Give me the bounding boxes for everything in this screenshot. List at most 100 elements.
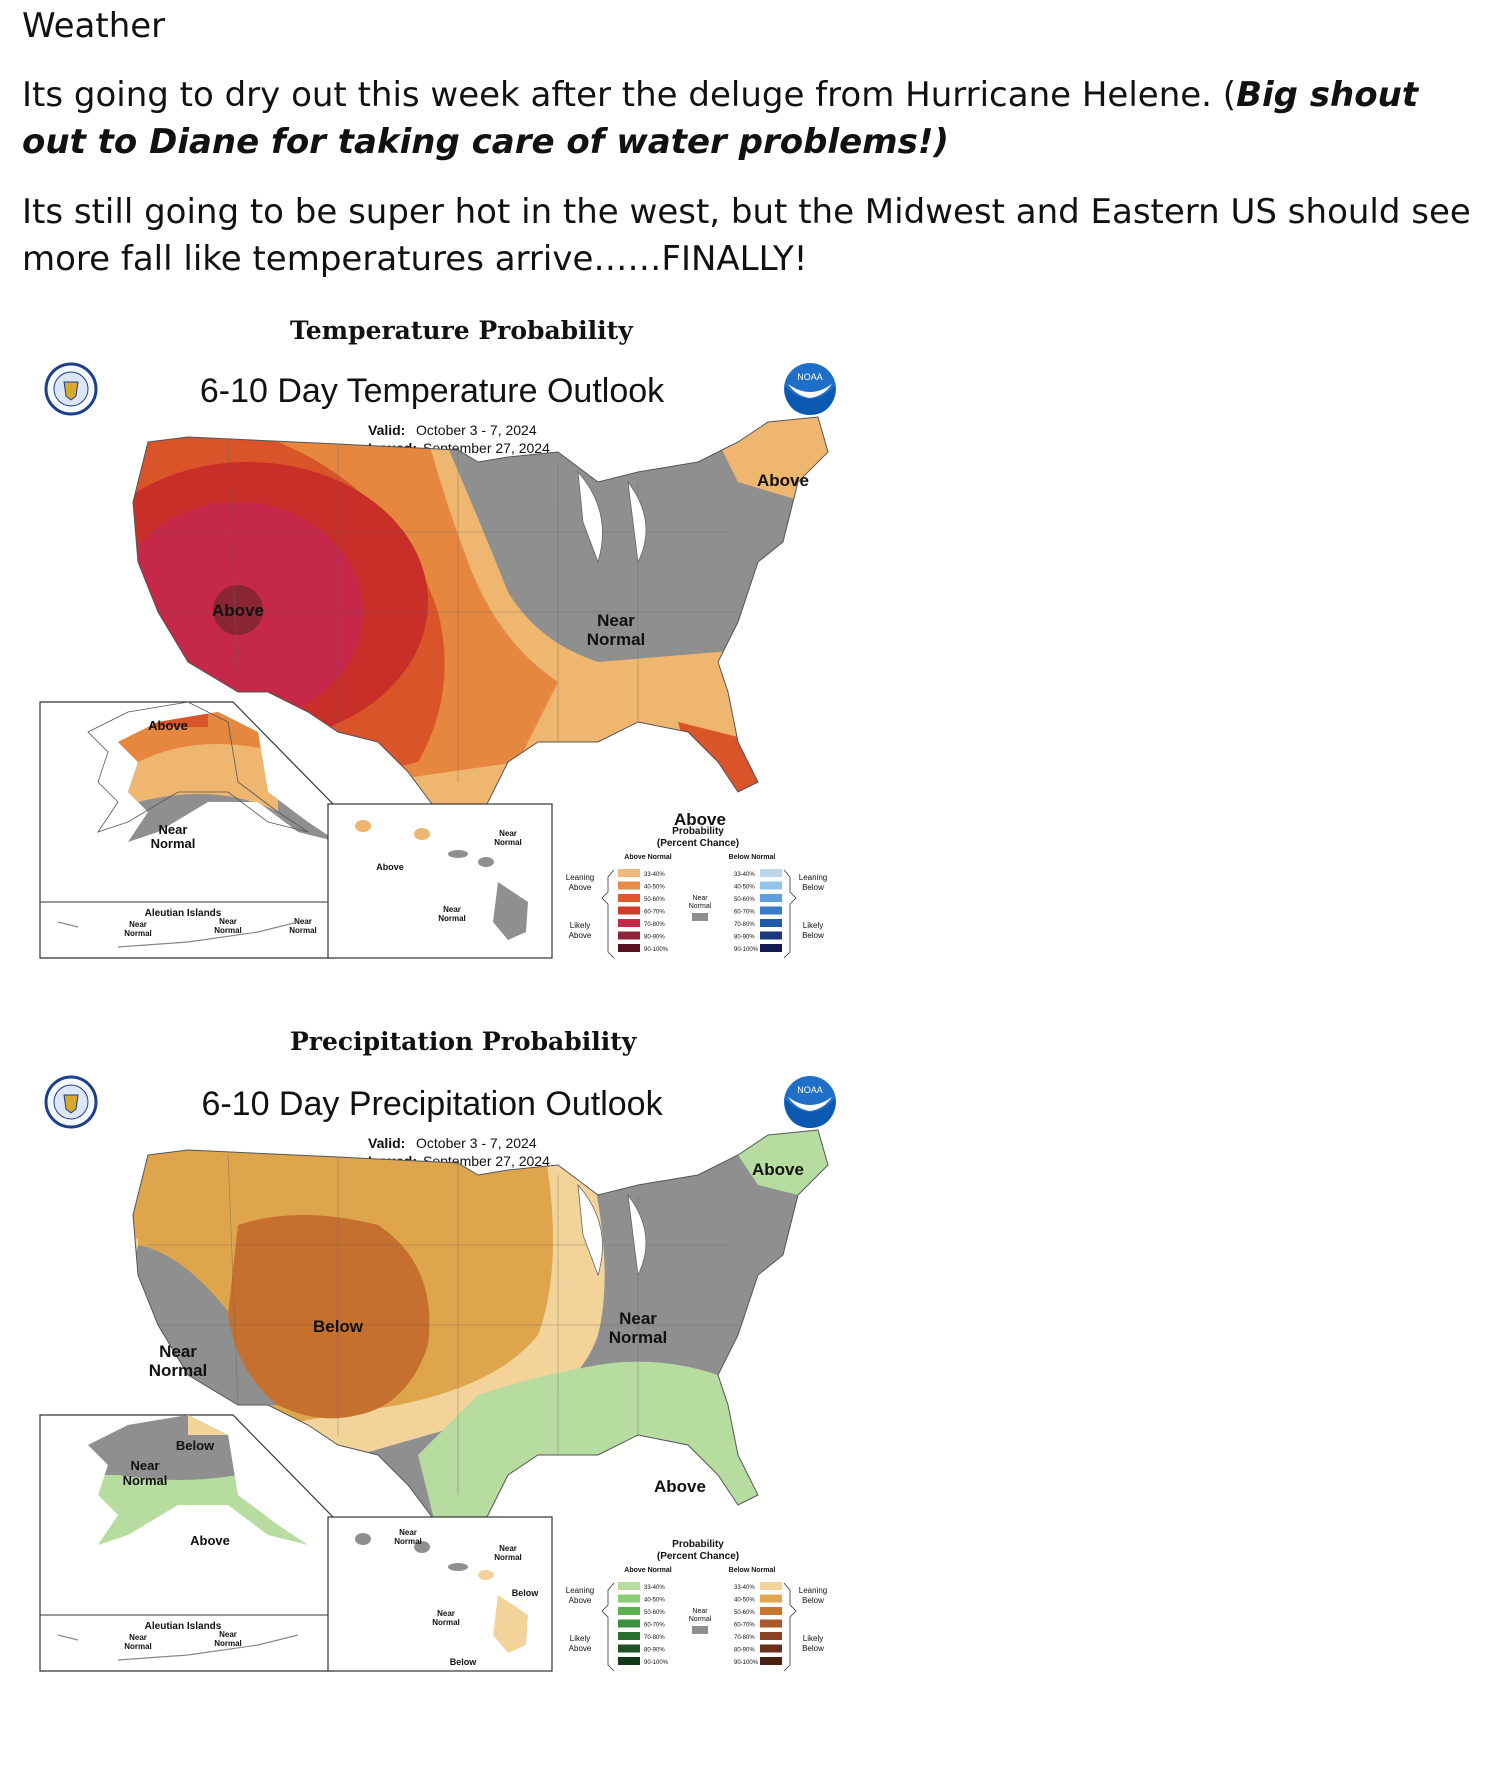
al-normal-3: Normal [289, 926, 317, 935]
precipitation-outlook-map: NOAA 6-10 Day Precipitation Outlook Vali… [38, 1075, 848, 1760]
al-near-1: Near [129, 1633, 147, 1642]
al-near-2: Near [219, 1630, 237, 1639]
label-above-southwest: Above [212, 601, 264, 620]
legend-swatch-left-6 [618, 944, 640, 952]
hi-near-4: Normal [494, 1553, 522, 1562]
legend-swatch-left-6 [618, 1657, 640, 1665]
label-ak-above: Above [190, 1533, 230, 1548]
legend-leaning-below-1: Leaning [799, 1586, 827, 1595]
label-ak-below: Below [176, 1438, 215, 1453]
temperature-map-title: 6-10 Day Temperature Outlook [200, 372, 665, 410]
legend-swatch-left-1 [618, 881, 640, 890]
valid-dates: October 3 - 7, 2024 [416, 422, 537, 438]
legend-swatch-left-5 [618, 931, 640, 940]
legend-near-1: Near [692, 1608, 708, 1615]
legend-leaning-below-2: Below [802, 883, 824, 892]
legend-swatch-right-4 [760, 1632, 782, 1640]
legend-bin-right-3: 60-70% [734, 910, 755, 916]
legend-swatch-left-4 [618, 1632, 640, 1640]
legend-bin-right-0: 33-40% [734, 1585, 755, 1591]
legend-swatch-right-2 [760, 894, 782, 902]
temperature-legend: Probability (Percent Chance) Above Norma… [566, 826, 827, 959]
hi-near-1: Near [399, 1528, 417, 1537]
label-above-northeast: Above [752, 1160, 804, 1179]
commerce-seal-icon [44, 362, 98, 416]
legend-right-head: Below Normal [729, 854, 776, 861]
legend-bin-left-6: 90-100% [644, 1660, 669, 1666]
label-ak-above: Above [148, 718, 188, 733]
aleutian-islands-label: Aleutian Islands [145, 908, 222, 919]
hi-near-1: Near [499, 829, 517, 838]
al-near-1: Near [129, 920, 147, 929]
paragraph-helene-text: Its going to dry out this week after the… [22, 75, 1237, 115]
legend-bin-right-5: 80-90% [734, 1648, 755, 1654]
al-normal-2: Normal [214, 926, 242, 935]
legend-swatch-right-0 [760, 869, 782, 877]
legend-bin-right-5: 80-90% [734, 935, 755, 941]
svg-text:NOAA: NOAA [797, 372, 823, 382]
hi-near-5: Near [437, 1609, 455, 1618]
legend-leaning-above-1: Leaning [566, 873, 594, 882]
legend-bin-left-3: 60-70% [644, 910, 665, 916]
alaska-inset: Above Near Normal Aleutian Islands Near … [39, 701, 338, 959]
legend-left-head: Above Normal [624, 854, 672, 861]
legend-swatch-right-6 [760, 944, 782, 952]
legend-bin-right-4: 70-80% [734, 922, 755, 928]
label-near-1: Near [597, 611, 635, 630]
alaska-inset: Below Near Normal Above Aleutian Islands… [39, 1414, 334, 1672]
hi-below-2: Below [450, 1657, 478, 1667]
temperature-caption: Temperature Probability [290, 316, 633, 345]
legend-leaning-above-2: Above [569, 883, 592, 892]
hi-near-b2: Normal [438, 914, 466, 923]
legend-title-2: (Percent Chance) [657, 838, 739, 849]
legend-swatch-right-0 [760, 1582, 782, 1590]
legend-swatch-right-3 [760, 1619, 782, 1628]
legend-near-normal-swatch [692, 913, 708, 921]
al-normal-1: Normal [124, 1642, 152, 1651]
hi-near-3: Near [499, 1544, 517, 1553]
legend-swatch-left-2 [618, 1607, 640, 1615]
legend-swatch-right-2 [760, 1607, 782, 1615]
hi-near-2: Normal [494, 838, 522, 847]
precipitation-legend-swatches: 33-40% 33-40% 40-50% 40-50% 50-60% 50-60% 60-7… [618, 1582, 782, 1666]
valid-dates: October 3 - 7, 2024 [416, 1135, 537, 1151]
legend-bin-left-4: 70-80% [644, 1635, 665, 1641]
legend-leaning-above-2: Above [569, 1596, 592, 1605]
hi-near-2: Normal [394, 1537, 422, 1546]
al-normal-1: Normal [124, 929, 152, 938]
temperature-legend-swatches: 33-40% 33-40% 40-50% 40-50% 50-60% 50-60% 60-7… [618, 869, 782, 953]
legend-swatch-left-0 [618, 869, 640, 877]
legend-bin-left-0: 33-40% [644, 872, 665, 878]
legend-title-1: Probability [672, 826, 724, 837]
legend-swatch-left-5 [618, 1644, 640, 1653]
legend-title-1: Probability [672, 1539, 724, 1550]
valid-label: Valid: [368, 1135, 405, 1151]
temperature-outlook-map: NOAA 6-10 Day Temperature Outlook Valid:… [38, 362, 848, 1047]
al-near-3: Near [294, 917, 312, 926]
legend-bin-right-1: 40-50% [734, 885, 755, 891]
legend-likely-above-2: Above [569, 931, 592, 940]
legend-swatch-right-5 [760, 1644, 782, 1653]
label-above-florida: Above [674, 810, 726, 829]
label-west-near-2: Normal [149, 1361, 208, 1380]
legend-swatch-left-1 [618, 1594, 640, 1603]
label-near-2: Normal [609, 1328, 668, 1347]
legend-swatch-right-3 [760, 906, 782, 915]
legend-near-normal-swatch [692, 1626, 708, 1634]
label-ak-near-2: Normal [151, 836, 196, 851]
precipitation-map-title: 6-10 Day Precipitation Outlook [201, 1085, 663, 1123]
legend-swatch-right-5 [760, 931, 782, 940]
legend-bin-right-6: 90-100% [734, 947, 759, 953]
hi-near-b1: Near [443, 905, 461, 914]
precipitation-caption: Precipitation Probability [290, 1027, 637, 1056]
label-near-2: Normal [587, 630, 646, 649]
legend-likely-below-2: Below [802, 931, 824, 940]
noaa-logo-icon: NOAA [784, 363, 836, 415]
legend-likely-below-1: Likely [803, 1634, 823, 1643]
label-ak-near-1: Near [159, 822, 188, 837]
legend-bin-right-0: 33-40% [734, 872, 755, 878]
legend-bin-right-4: 70-80% [734, 1635, 755, 1641]
document-title: Weather [22, 6, 166, 46]
legend-bin-left-5: 80-90% [644, 1648, 665, 1654]
legend-bin-left-5: 80-90% [644, 935, 665, 941]
